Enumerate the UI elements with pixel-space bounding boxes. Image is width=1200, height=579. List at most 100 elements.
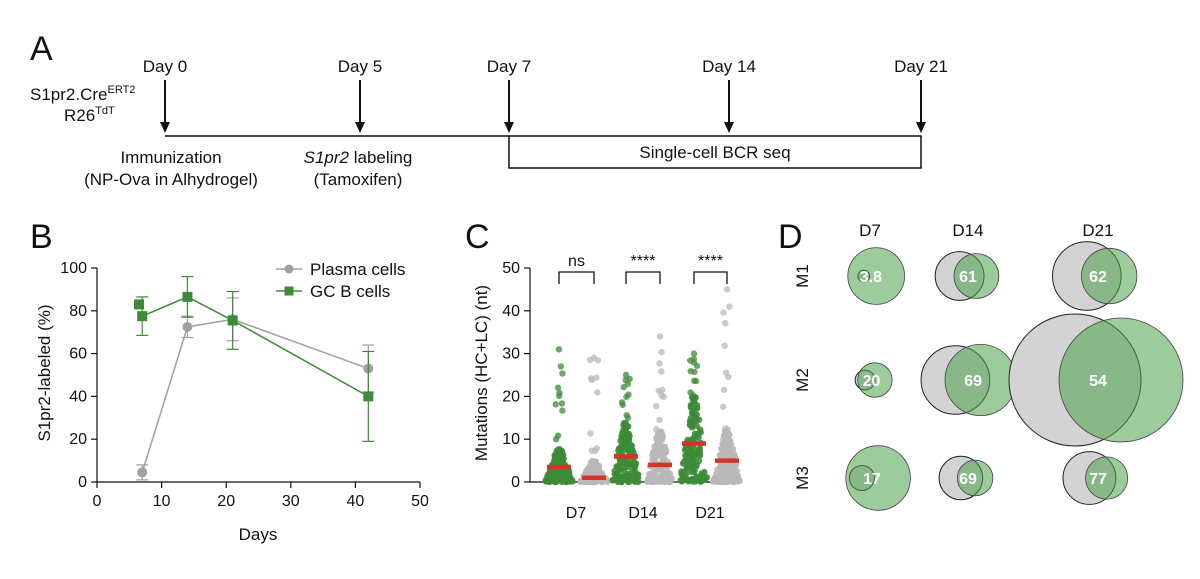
c-dot xyxy=(691,368,698,376)
day-label-0: Day 0 xyxy=(143,57,187,76)
c-dot xyxy=(623,412,630,419)
c-dot xyxy=(587,430,594,437)
legend-label-plasma: Plasma cells xyxy=(310,260,405,279)
c-dot xyxy=(630,475,637,482)
c-dot xyxy=(656,360,663,367)
b-xtick-label: 10 xyxy=(153,493,171,510)
d-overlap-value: 61 xyxy=(959,269,977,286)
c-dot xyxy=(728,449,735,456)
d-overlap-value: 62 xyxy=(1089,269,1107,286)
d-overlap-value: 54 xyxy=(1089,373,1107,390)
c-dot xyxy=(722,425,729,432)
b-ytick-label: 0 xyxy=(78,474,87,491)
c-dot xyxy=(557,363,565,370)
d-circle-green xyxy=(1085,456,1129,500)
c-dot xyxy=(554,384,562,391)
day-arrow-5 xyxy=(355,80,365,133)
c-dot xyxy=(558,400,566,407)
c-dot xyxy=(552,401,559,408)
c-dot xyxy=(693,463,700,470)
c-dot xyxy=(659,455,666,463)
c-dot xyxy=(625,440,632,447)
b-ytick-label: 20 xyxy=(69,431,87,448)
c-dot xyxy=(714,466,721,473)
c-dot xyxy=(650,452,658,459)
c-sig-label: **** xyxy=(631,253,656,270)
mouse-line-1: S1pr2.CreERT2 xyxy=(30,84,135,104)
c-dot-max xyxy=(723,286,731,293)
c-sig-label: **** xyxy=(698,253,723,270)
c-dot xyxy=(650,457,657,464)
b-legend: Plasma cells GC B cells xyxy=(276,260,405,301)
b-xtick-label: 0 xyxy=(93,493,102,510)
c-dot xyxy=(698,470,705,477)
c-dot xyxy=(653,434,660,441)
c-dot xyxy=(734,478,741,485)
c-dot xyxy=(618,478,625,486)
panel-b: B S1pr2-labeled (%) Days 0 20 40 60 80 100 0 10… xyxy=(30,218,429,544)
panel-c: C Mutations (HC+LC) (nt) 0 10 20 30 40 50 D7 D1… xyxy=(465,218,743,522)
d-venn-M3-D14: 69 xyxy=(938,455,994,501)
c-dot xyxy=(682,452,689,459)
c-dot xyxy=(593,374,600,381)
b-series-line xyxy=(141,296,369,398)
b-ytick-label: 40 xyxy=(69,388,87,405)
c-group-D14-gc xyxy=(609,371,642,486)
c-dot xyxy=(566,471,573,478)
c-dot xyxy=(585,468,592,475)
c-dots xyxy=(542,286,743,486)
b-xtick-label: 50 xyxy=(411,493,429,510)
c-dot xyxy=(658,392,665,399)
d-column-label: D21 xyxy=(1082,221,1113,240)
c-dot xyxy=(726,303,733,310)
c-dot xyxy=(580,478,587,485)
c-dot xyxy=(618,447,625,454)
mouse-line-2: R26TdT xyxy=(64,105,115,125)
c-significance: ns **** **** xyxy=(558,253,728,284)
c-dot xyxy=(720,386,728,394)
d-row-label: M2 xyxy=(793,368,812,392)
c-dot xyxy=(611,467,618,475)
d-overlap-value: 3.8 xyxy=(860,269,882,286)
c-dot xyxy=(594,389,601,396)
d-circle-green xyxy=(857,362,893,398)
c-ylabel: Mutations (HC+LC) (nt) xyxy=(472,285,491,461)
d-overlap-value: 17 xyxy=(863,471,881,488)
c-dot xyxy=(697,426,704,433)
d-venn-M1-D21: 62 xyxy=(1052,241,1138,311)
c-dot xyxy=(661,449,668,457)
c-dot xyxy=(687,445,695,452)
c-dot xyxy=(687,404,694,411)
c-dot xyxy=(635,478,642,485)
panel-letter-c: C xyxy=(465,218,490,256)
c-sig-bracket xyxy=(625,271,661,284)
b-xtick-label: 30 xyxy=(282,493,300,510)
c-dot xyxy=(687,357,694,364)
c-dot xyxy=(720,403,727,410)
c-dot xyxy=(652,469,659,476)
c-axes: 0 10 20 30 40 50 D7 D14 D21 xyxy=(502,260,738,522)
d-circle-green xyxy=(953,253,1000,299)
c-dot xyxy=(691,377,698,384)
d-overlap-value: 20 xyxy=(863,373,881,390)
c-dot xyxy=(692,415,699,423)
c-dot xyxy=(658,348,665,356)
c-dot xyxy=(556,446,563,453)
c-dot xyxy=(722,478,729,486)
d-circle-green xyxy=(1058,317,1184,443)
c-group-D7-plasma xyxy=(577,354,611,486)
c-dot xyxy=(609,477,616,484)
c-dot xyxy=(559,407,566,414)
c-dot xyxy=(715,476,723,484)
c-dot xyxy=(725,373,732,381)
c-sig-bracket xyxy=(693,271,728,284)
day-label-14: Day 14 xyxy=(702,57,756,76)
c-dot xyxy=(593,466,600,473)
c-dot xyxy=(726,466,733,474)
c-dot xyxy=(691,478,699,485)
c-dot xyxy=(619,441,627,448)
d-column-label: D14 xyxy=(952,221,983,240)
c-dot xyxy=(726,442,733,450)
c-dot xyxy=(679,472,687,479)
c-dot xyxy=(695,434,702,441)
